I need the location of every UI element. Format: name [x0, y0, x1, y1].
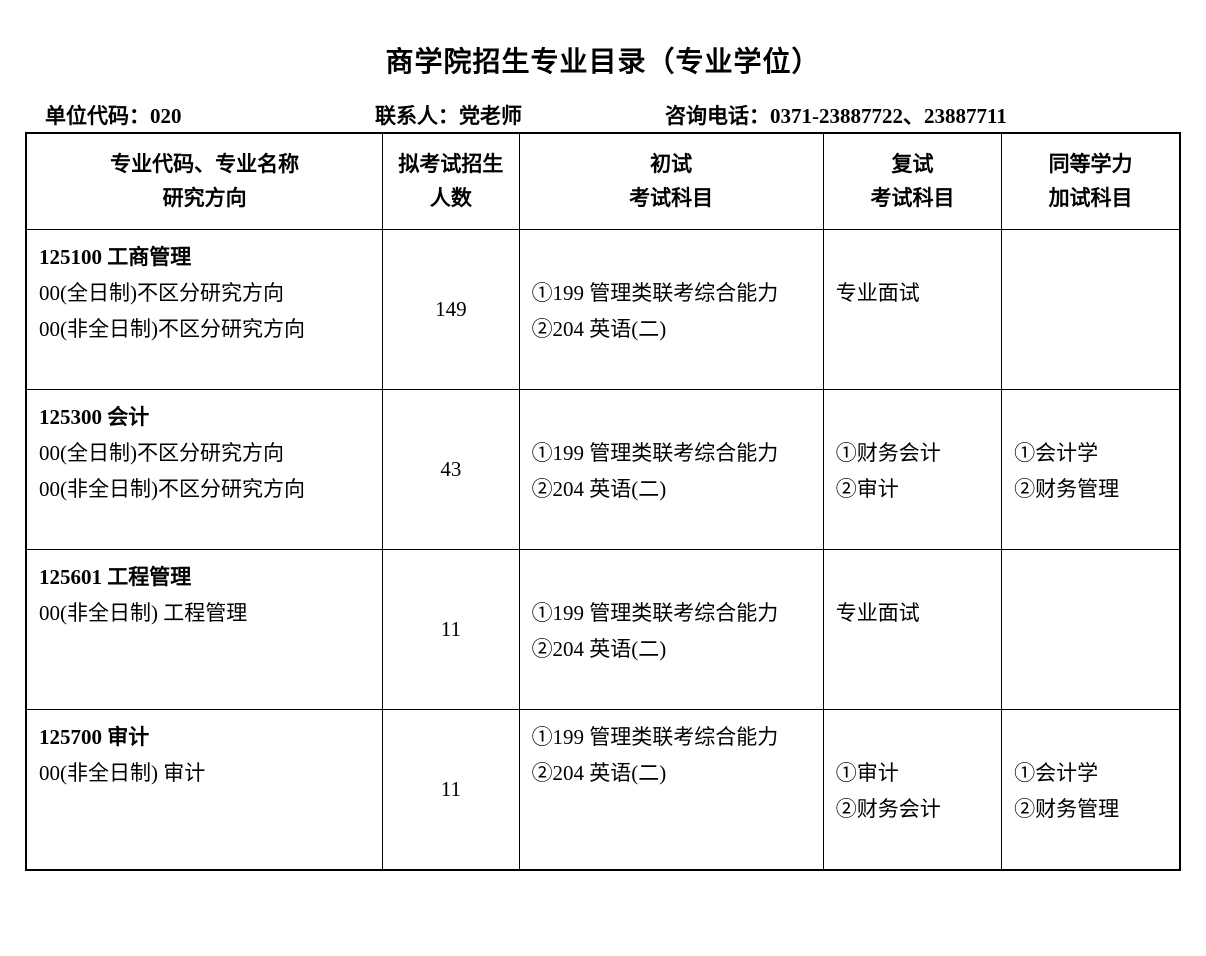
cell-exam2: ①审计 ②财务会计: [823, 710, 1001, 870]
col-exam3-line1: 同等学力: [1049, 152, 1133, 176]
col-header-exam1: 初试 考试科目: [519, 133, 823, 230]
cell-major: 125601 工程管理 00(非全日制) 工程管理: [26, 550, 383, 710]
exam3-line2: ②财务管理: [1014, 797, 1119, 821]
major-code: 125100 工商管理: [39, 245, 191, 269]
cell-num: 11: [383, 550, 519, 710]
contact-name: 党老师: [459, 104, 522, 128]
major-direction2: 00(非全日制)不区分研究方向: [39, 477, 305, 501]
table-body: 125100 工商管理 00(全日制)不区分研究方向 00(非全日制)不区分研究…: [26, 230, 1180, 870]
major-direction1: 00(非全日制) 审计: [39, 761, 205, 785]
table-row: 125601 工程管理 00(非全日制) 工程管理 11 ①199 管理类联考综…: [26, 550, 1180, 710]
col-header-major: 专业代码、专业名称 研究方向: [26, 133, 383, 230]
cell-major: 125100 工商管理 00(全日制)不区分研究方向 00(非全日制)不区分研究…: [26, 230, 383, 390]
exam2-line2: ②财务会计: [836, 797, 941, 821]
exam3-line2: ②财务管理: [1014, 477, 1119, 501]
col-num-line1: 拟考试招生: [398, 152, 503, 176]
exam2-line1: 专业面试: [836, 601, 920, 625]
exam2-line1: ①财务会计: [836, 441, 941, 465]
col-major-line1: 专业代码、专业名称: [110, 152, 299, 176]
cell-exam3: ①会计学 ②财务管理: [1002, 710, 1180, 870]
cell-num: 43: [383, 390, 519, 550]
page-title: 商学院招生专业目录（专业学位）: [25, 40, 1181, 80]
major-direction1: 00(全日制)不区分研究方向: [39, 441, 284, 465]
col-num-line2: 人数: [430, 186, 472, 210]
col-exam3-line2: 加试科目: [1049, 186, 1133, 210]
major-code: 125700 审计: [39, 725, 149, 749]
unit-label: 单位代码：: [45, 104, 150, 128]
cell-exam2: 专业面试: [823, 550, 1001, 710]
col-header-exam3: 同等学力 加试科目: [1002, 133, 1180, 230]
exam3-line1: ①会计学: [1014, 761, 1098, 785]
exam2-line1: ①审计: [836, 761, 899, 785]
col-major-line2: 研究方向: [163, 186, 247, 210]
contact-label: 联系人：: [375, 104, 459, 128]
table-row: 125100 工商管理 00(全日制)不区分研究方向 00(非全日制)不区分研究…: [26, 230, 1180, 390]
col-header-num: 拟考试招生 人数: [383, 133, 519, 230]
major-code: 125300 会计: [39, 405, 149, 429]
exam2-line2: ②审计: [836, 477, 899, 501]
exam3-line1: ①会计学: [1014, 441, 1098, 465]
cell-exam2: ①财务会计 ②审计: [823, 390, 1001, 550]
cell-major: 125700 审计 00(非全日制) 审计: [26, 710, 383, 870]
cell-exam2: 专业面试: [823, 230, 1001, 390]
exam2-line1: 专业面试: [836, 281, 920, 305]
cell-num: 11: [383, 710, 519, 870]
col-exam1-line2: 考试科目: [629, 186, 713, 210]
major-direction1: 00(全日制)不区分研究方向: [39, 281, 284, 305]
info-row: 单位代码：020 联系人：党老师 咨询电话：0371-23887722、2388…: [25, 100, 1181, 130]
exam1-line2: ②204 英语(二): [532, 317, 667, 341]
info-phone: 咨询电话：0371-23887722、23887711: [665, 100, 1161, 130]
table-row: 125700 审计 00(非全日制) 审计 11 ①199 管理类联考综合能力 …: [26, 710, 1180, 870]
col-exam2-line1: 复试: [891, 152, 933, 176]
exam1-line1: ①199 管理类联考综合能力: [532, 725, 779, 749]
cell-exam3: [1002, 550, 1180, 710]
table-header-row: 专业代码、专业名称 研究方向 拟考试招生 人数 初试 考试科目 复试 考试科目 …: [26, 133, 1180, 230]
exam1-line1: ①199 管理类联考综合能力: [532, 441, 779, 465]
cell-exam3: ①会计学 ②财务管理: [1002, 390, 1180, 550]
exam1-line2: ②204 英语(二): [532, 477, 667, 501]
exam1-line1: ①199 管理类联考综合能力: [532, 601, 779, 625]
phone-value: 0371-23887722、23887711: [770, 104, 1007, 128]
cell-major: 125300 会计 00(全日制)不区分研究方向 00(非全日制)不区分研究方向: [26, 390, 383, 550]
major-code: 125601 工程管理: [39, 565, 191, 589]
major-direction1: 00(非全日制) 工程管理: [39, 601, 247, 625]
unit-code: 020: [150, 104, 182, 128]
exam1-line1: ①199 管理类联考综合能力: [532, 281, 779, 305]
phone-label: 咨询电话：: [665, 104, 770, 128]
cell-exam1: ①199 管理类联考综合能力 ②204 英语(二): [519, 230, 823, 390]
info-contact: 联系人：党老师: [375, 100, 665, 130]
cell-num: 149: [383, 230, 519, 390]
cell-exam1: ①199 管理类联考综合能力 ②204 英语(二): [519, 550, 823, 710]
major-direction2: 00(非全日制)不区分研究方向: [39, 317, 305, 341]
info-unit: 单位代码：020: [45, 100, 375, 130]
cell-exam1: ①199 管理类联考综合能力 ②204 英语(二): [519, 710, 823, 870]
col-exam1-line1: 初试: [650, 152, 692, 176]
table-row: 125300 会计 00(全日制)不区分研究方向 00(非全日制)不区分研究方向…: [26, 390, 1180, 550]
exam1-line2: ②204 英语(二): [532, 761, 667, 785]
exam1-line2: ②204 英语(二): [532, 637, 667, 661]
col-header-exam2: 复试 考试科目: [823, 133, 1001, 230]
cell-exam1: ①199 管理类联考综合能力 ②204 英语(二): [519, 390, 823, 550]
cell-exam3: [1002, 230, 1180, 390]
catalog-table: 专业代码、专业名称 研究方向 拟考试招生 人数 初试 考试科目 复试 考试科目 …: [25, 132, 1181, 871]
col-exam2-line2: 考试科目: [870, 186, 954, 210]
